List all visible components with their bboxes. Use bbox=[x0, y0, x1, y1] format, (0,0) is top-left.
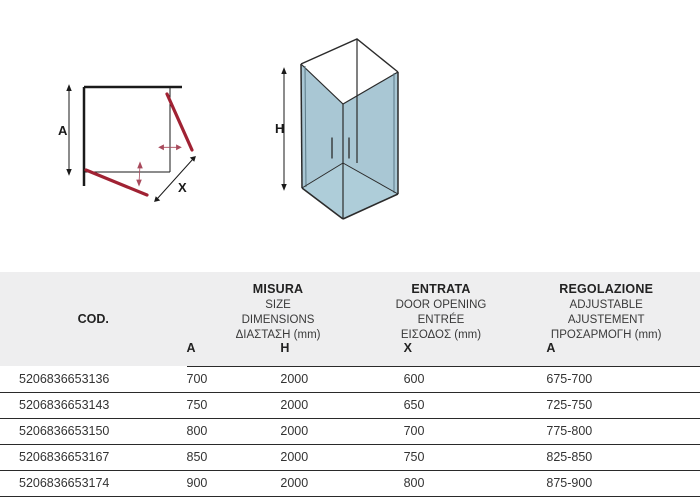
svg-text:H: H bbox=[275, 121, 284, 136]
svg-text:X: X bbox=[178, 180, 187, 195]
svg-text:A: A bbox=[58, 123, 68, 138]
